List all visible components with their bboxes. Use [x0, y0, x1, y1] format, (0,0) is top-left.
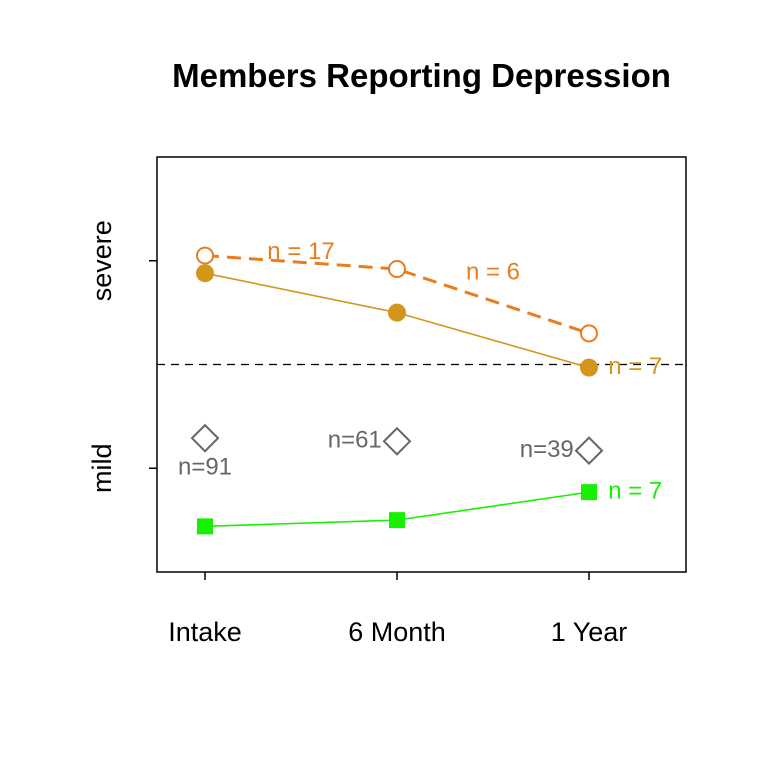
data-point [388, 260, 406, 279]
x-tick-label: 6 Month [348, 617, 446, 647]
data-point [196, 246, 214, 265]
data-label: n = 6 [466, 259, 520, 286]
data-point [190, 423, 220, 453]
data-point [196, 264, 214, 283]
y-tick-label: severe [87, 220, 117, 301]
data-label: n=39 [520, 436, 574, 463]
data-point [581, 484, 597, 501]
data-point [388, 303, 406, 322]
y-tick-label: mild [87, 443, 117, 493]
data-label: n = 17 [267, 238, 334, 265]
series-orange-open [196, 246, 598, 343]
series-gold-filled [196, 264, 598, 377]
data-point [580, 358, 598, 377]
data-point [197, 518, 213, 535]
x-tick-label: Intake [168, 617, 242, 647]
data-label: n=91 [178, 454, 232, 481]
data-point [389, 512, 405, 529]
data-point [580, 324, 598, 343]
data-label: n = 7 [608, 353, 662, 380]
data-label: n=61 [328, 427, 382, 454]
data-label: n = 7 [608, 477, 662, 504]
series-gray-diamond [190, 423, 604, 466]
series-green-square [197, 484, 597, 535]
chart-title: Members Reporting Depression [172, 57, 671, 94]
data-point [574, 436, 604, 466]
data-point [382, 426, 412, 456]
x-tick-label: 1 Year [551, 617, 628, 647]
